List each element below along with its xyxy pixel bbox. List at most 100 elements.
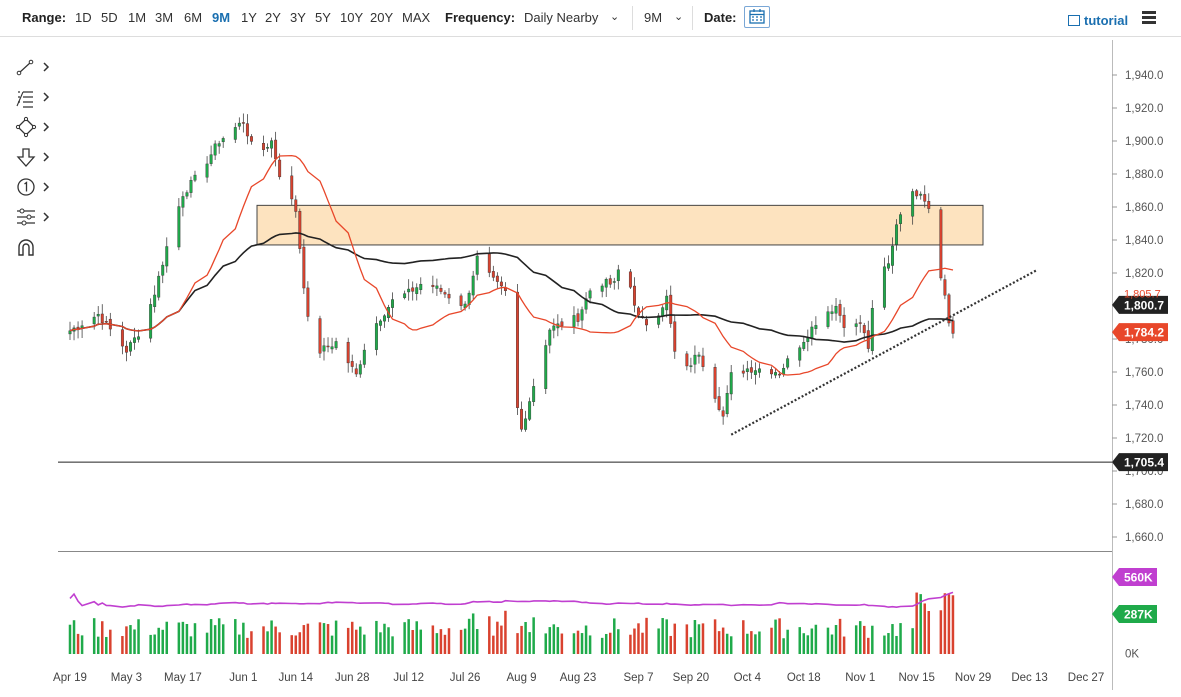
candle-body bbox=[100, 313, 104, 324]
date-tick-label: May 3 bbox=[111, 672, 142, 684]
candle-body bbox=[237, 122, 241, 127]
candle-body bbox=[120, 329, 124, 347]
candle-body bbox=[439, 288, 443, 292]
chevron-down-icon[interactable]: ⌄ bbox=[674, 11, 684, 23]
price-tick-label: 1,720.0 bbox=[1125, 433, 1163, 445]
price-tick-label: 1,900.0 bbox=[1125, 136, 1163, 148]
candle-body bbox=[241, 122, 245, 124]
candle-body bbox=[491, 271, 495, 278]
volume-bar bbox=[125, 626, 128, 654]
candle-body bbox=[725, 392, 729, 415]
candle-body bbox=[645, 319, 648, 326]
volume-bar bbox=[161, 629, 164, 654]
frequency-select[interactable]: Daily Nearby bbox=[524, 10, 599, 25]
candle-body bbox=[104, 321, 108, 323]
period-select[interactable]: 9M bbox=[644, 10, 663, 25]
candle-body bbox=[608, 278, 612, 285]
range-button-3m[interactable]: 3M bbox=[155, 10, 174, 25]
volume-bar bbox=[274, 626, 277, 654]
volume-bar bbox=[475, 629, 479, 654]
candle-body bbox=[298, 210, 302, 249]
candle-body bbox=[891, 245, 894, 266]
magnet-tool-button[interactable] bbox=[14, 236, 54, 260]
candle-body bbox=[802, 341, 806, 349]
range-button-1m[interactable]: 1M bbox=[128, 10, 147, 25]
range-button-10y[interactable]: 10Y bbox=[340, 10, 364, 25]
volume-bar bbox=[834, 625, 838, 654]
candle-body bbox=[157, 275, 161, 298]
candle-body bbox=[637, 307, 640, 316]
resistance-zone bbox=[256, 204, 984, 246]
volume-bar bbox=[814, 624, 818, 654]
date-tick-label: Nov 15 bbox=[898, 672, 934, 684]
range-button-5y[interactable]: 5Y bbox=[315, 10, 331, 25]
volume-bar bbox=[754, 634, 757, 654]
line-tool-button[interactable] bbox=[14, 56, 54, 80]
volume-bar bbox=[379, 632, 382, 654]
volume-bar bbox=[770, 627, 773, 654]
volume-bar bbox=[633, 628, 636, 654]
candle-body bbox=[471, 275, 475, 296]
shape-tool-button[interactable] bbox=[14, 116, 54, 140]
volume-bar bbox=[177, 622, 181, 654]
candle-body bbox=[217, 143, 221, 147]
candle-body bbox=[757, 368, 761, 373]
tutorial-link[interactable]: tutorial bbox=[1084, 13, 1129, 28]
range-button-20y[interactable]: 20Y bbox=[370, 10, 394, 25]
volume-bar bbox=[867, 637, 870, 654]
date-tick-label: Sep 20 bbox=[673, 672, 709, 684]
candle-body bbox=[415, 287, 419, 294]
candle-body bbox=[318, 318, 322, 354]
candle-body bbox=[209, 154, 213, 164]
chevron-down-icon[interactable]: ⌄ bbox=[610, 11, 620, 23]
range-button-6m[interactable]: 6M bbox=[184, 10, 203, 25]
range-button-1y[interactable]: 1Y bbox=[241, 10, 257, 25]
candle-body bbox=[358, 364, 362, 375]
calendar-button[interactable] bbox=[744, 6, 770, 28]
candle-body bbox=[782, 367, 786, 375]
measure-tool-icon bbox=[17, 208, 50, 226]
volume-axis-labels: 560K 287K 0K bbox=[1112, 568, 1157, 661]
candle-body bbox=[129, 342, 132, 352]
volume-bar bbox=[189, 636, 193, 654]
volume-bar bbox=[532, 617, 535, 654]
range-button-5d[interactable]: 5D bbox=[101, 10, 118, 25]
volume-bar bbox=[786, 629, 789, 654]
measure-tool-button[interactable] bbox=[14, 206, 54, 230]
hamburger-menu-icon[interactable] bbox=[1142, 11, 1156, 24]
range-button-1d[interactable]: 1D bbox=[75, 10, 92, 25]
fibonacci-tool-icon bbox=[16, 91, 50, 108]
candle-body bbox=[290, 175, 294, 200]
tutorial-icon[interactable] bbox=[1068, 15, 1080, 26]
candle-body bbox=[866, 330, 870, 349]
volume-bar bbox=[689, 637, 693, 654]
candle-body bbox=[133, 337, 136, 343]
volume-bar bbox=[435, 633, 439, 654]
candle-body bbox=[177, 206, 181, 248]
range-button-max[interactable]: MAX bbox=[402, 10, 431, 25]
candle-body bbox=[161, 264, 165, 276]
candle-body bbox=[387, 307, 390, 318]
candle-body bbox=[717, 396, 721, 410]
volume-bar bbox=[504, 610, 507, 654]
volume-bar bbox=[717, 631, 721, 654]
candle-body bbox=[346, 341, 350, 364]
price-tick-label: 1,820.0 bbox=[1125, 268, 1163, 280]
range-button-2y[interactable]: 2Y bbox=[265, 10, 281, 25]
volume-bar bbox=[463, 628, 467, 654]
range-button-3y[interactable]: 3Y bbox=[290, 10, 306, 25]
volume-bar bbox=[290, 635, 293, 654]
volume-bar bbox=[810, 628, 814, 654]
range-button-9m[interactable]: 9M bbox=[212, 10, 231, 25]
volume-bar bbox=[524, 622, 527, 654]
arrow-tool-button[interactable] bbox=[14, 146, 54, 170]
candle-body bbox=[657, 315, 661, 325]
candle-body bbox=[407, 288, 411, 293]
volume-bar bbox=[278, 632, 281, 654]
volume-bar bbox=[548, 627, 552, 654]
candle-body bbox=[899, 214, 902, 224]
annotation-tool-button[interactable] bbox=[14, 176, 54, 200]
candle-body bbox=[524, 418, 528, 430]
fibonacci-tool-button[interactable] bbox=[14, 86, 54, 110]
